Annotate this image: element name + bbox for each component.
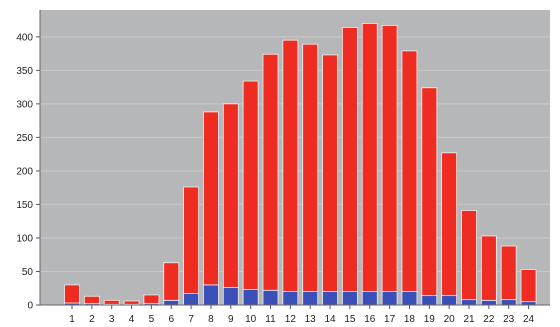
x-tick-label: 13 [305,314,317,325]
bar-segment-upper [500,245,517,301]
x-tick-label: 23 [503,314,515,325]
bar-segment-upper [83,295,100,305]
bar-segment-lower [341,291,358,306]
bar-segment-upper [520,269,537,303]
x-tick-label: 14 [324,314,336,325]
bar-segment-lower [322,291,338,306]
y-tick-label: 100 [16,233,33,244]
bar-segment-upper [64,284,80,304]
bar-segment-upper [203,111,219,286]
y-tick-label: 350 [16,66,33,77]
bar-segment-lower [401,291,418,306]
bar-segment-upper [381,25,398,292]
x-tick-label: 12 [285,314,297,325]
y-tick-label: 0 [27,301,33,312]
bar-segment-lower [262,289,279,306]
bar-segment-lower [242,289,259,306]
x-tick-label: 17 [384,314,396,325]
bar-segment-lower [500,299,517,306]
bar-segment-upper [401,50,418,292]
y-tick-label: 200 [16,166,33,177]
x-tick-label: 9 [228,314,234,325]
bar-segment-lower [302,291,319,306]
bar-segment-lower [203,284,219,306]
x-tick-label: 20 [444,314,456,325]
bar-segment-upper [183,186,200,295]
bar-segment-upper [242,80,259,290]
y-axis: 0 50 100 150 200 250 300 350 400 [16,10,41,312]
x-tick-label: 3 [109,314,115,325]
bar-segment-upper [480,235,497,301]
x-axis: 1 2 3 4 5 6 7 8 9 10 11 12 13 14 15 16 17 18 19 20 21 22 23 24 [40,304,550,325]
bar-segment-upper [441,152,458,297]
x-tick-label: 8 [208,314,214,325]
bar-segment-lower [461,299,477,306]
bar-segment-lower [222,287,239,306]
x-tick-label: 15 [344,314,356,325]
bar-segment-lower [441,295,458,306]
x-tick-label: 11 [265,314,276,325]
x-tick-label: 5 [149,314,155,325]
bar-segment-lower [282,291,299,306]
bar-segment-upper [143,294,160,305]
bar-segment-upper [361,23,378,292]
bar-segment-upper [341,27,358,292]
x-tick-label: 21 [463,314,475,325]
x-tick-label: 22 [483,314,495,325]
bar-segment-lower [361,291,378,306]
x-tick-label: 7 [188,314,194,325]
x-tick-label: 1 [69,314,75,325]
bar-segment-upper [103,299,120,305]
y-tick-label: 300 [16,99,33,110]
x-tick-label: 19 [424,314,436,325]
bar-segment-lower [520,301,537,306]
x-tick-label: 16 [364,314,376,325]
bar-series [64,23,537,306]
y-tick-label: 400 [16,32,33,43]
bar-segment-lower [163,299,180,306]
x-tick-label: 4 [129,314,135,325]
bar-segment-upper [302,43,319,292]
bar-segment-lower [421,295,438,306]
x-tick-label: 2 [89,314,95,325]
y-tick-label: 150 [16,200,33,211]
y-tick-label: 250 [16,133,33,144]
bar-segment-upper [461,210,477,301]
bar-segment-upper [282,39,299,292]
x-tick-label: 18 [404,314,416,325]
bar-segment-upper [322,54,338,292]
bar-segment-lower [480,299,497,306]
x-tick-label: 6 [168,314,174,325]
bar-segment-upper [262,53,279,291]
bar-segment-upper [123,300,140,305]
bar-segment-lower [381,291,398,306]
x-tick-label: 24 [523,314,535,325]
bar-segment-upper [222,103,239,288]
bar-segment-upper [421,87,438,297]
bar-segment-lower [183,293,200,306]
x-tick-label: 10 [245,314,257,325]
bar-segment-upper [163,262,180,301]
y-tick-label: 50 [22,267,34,278]
